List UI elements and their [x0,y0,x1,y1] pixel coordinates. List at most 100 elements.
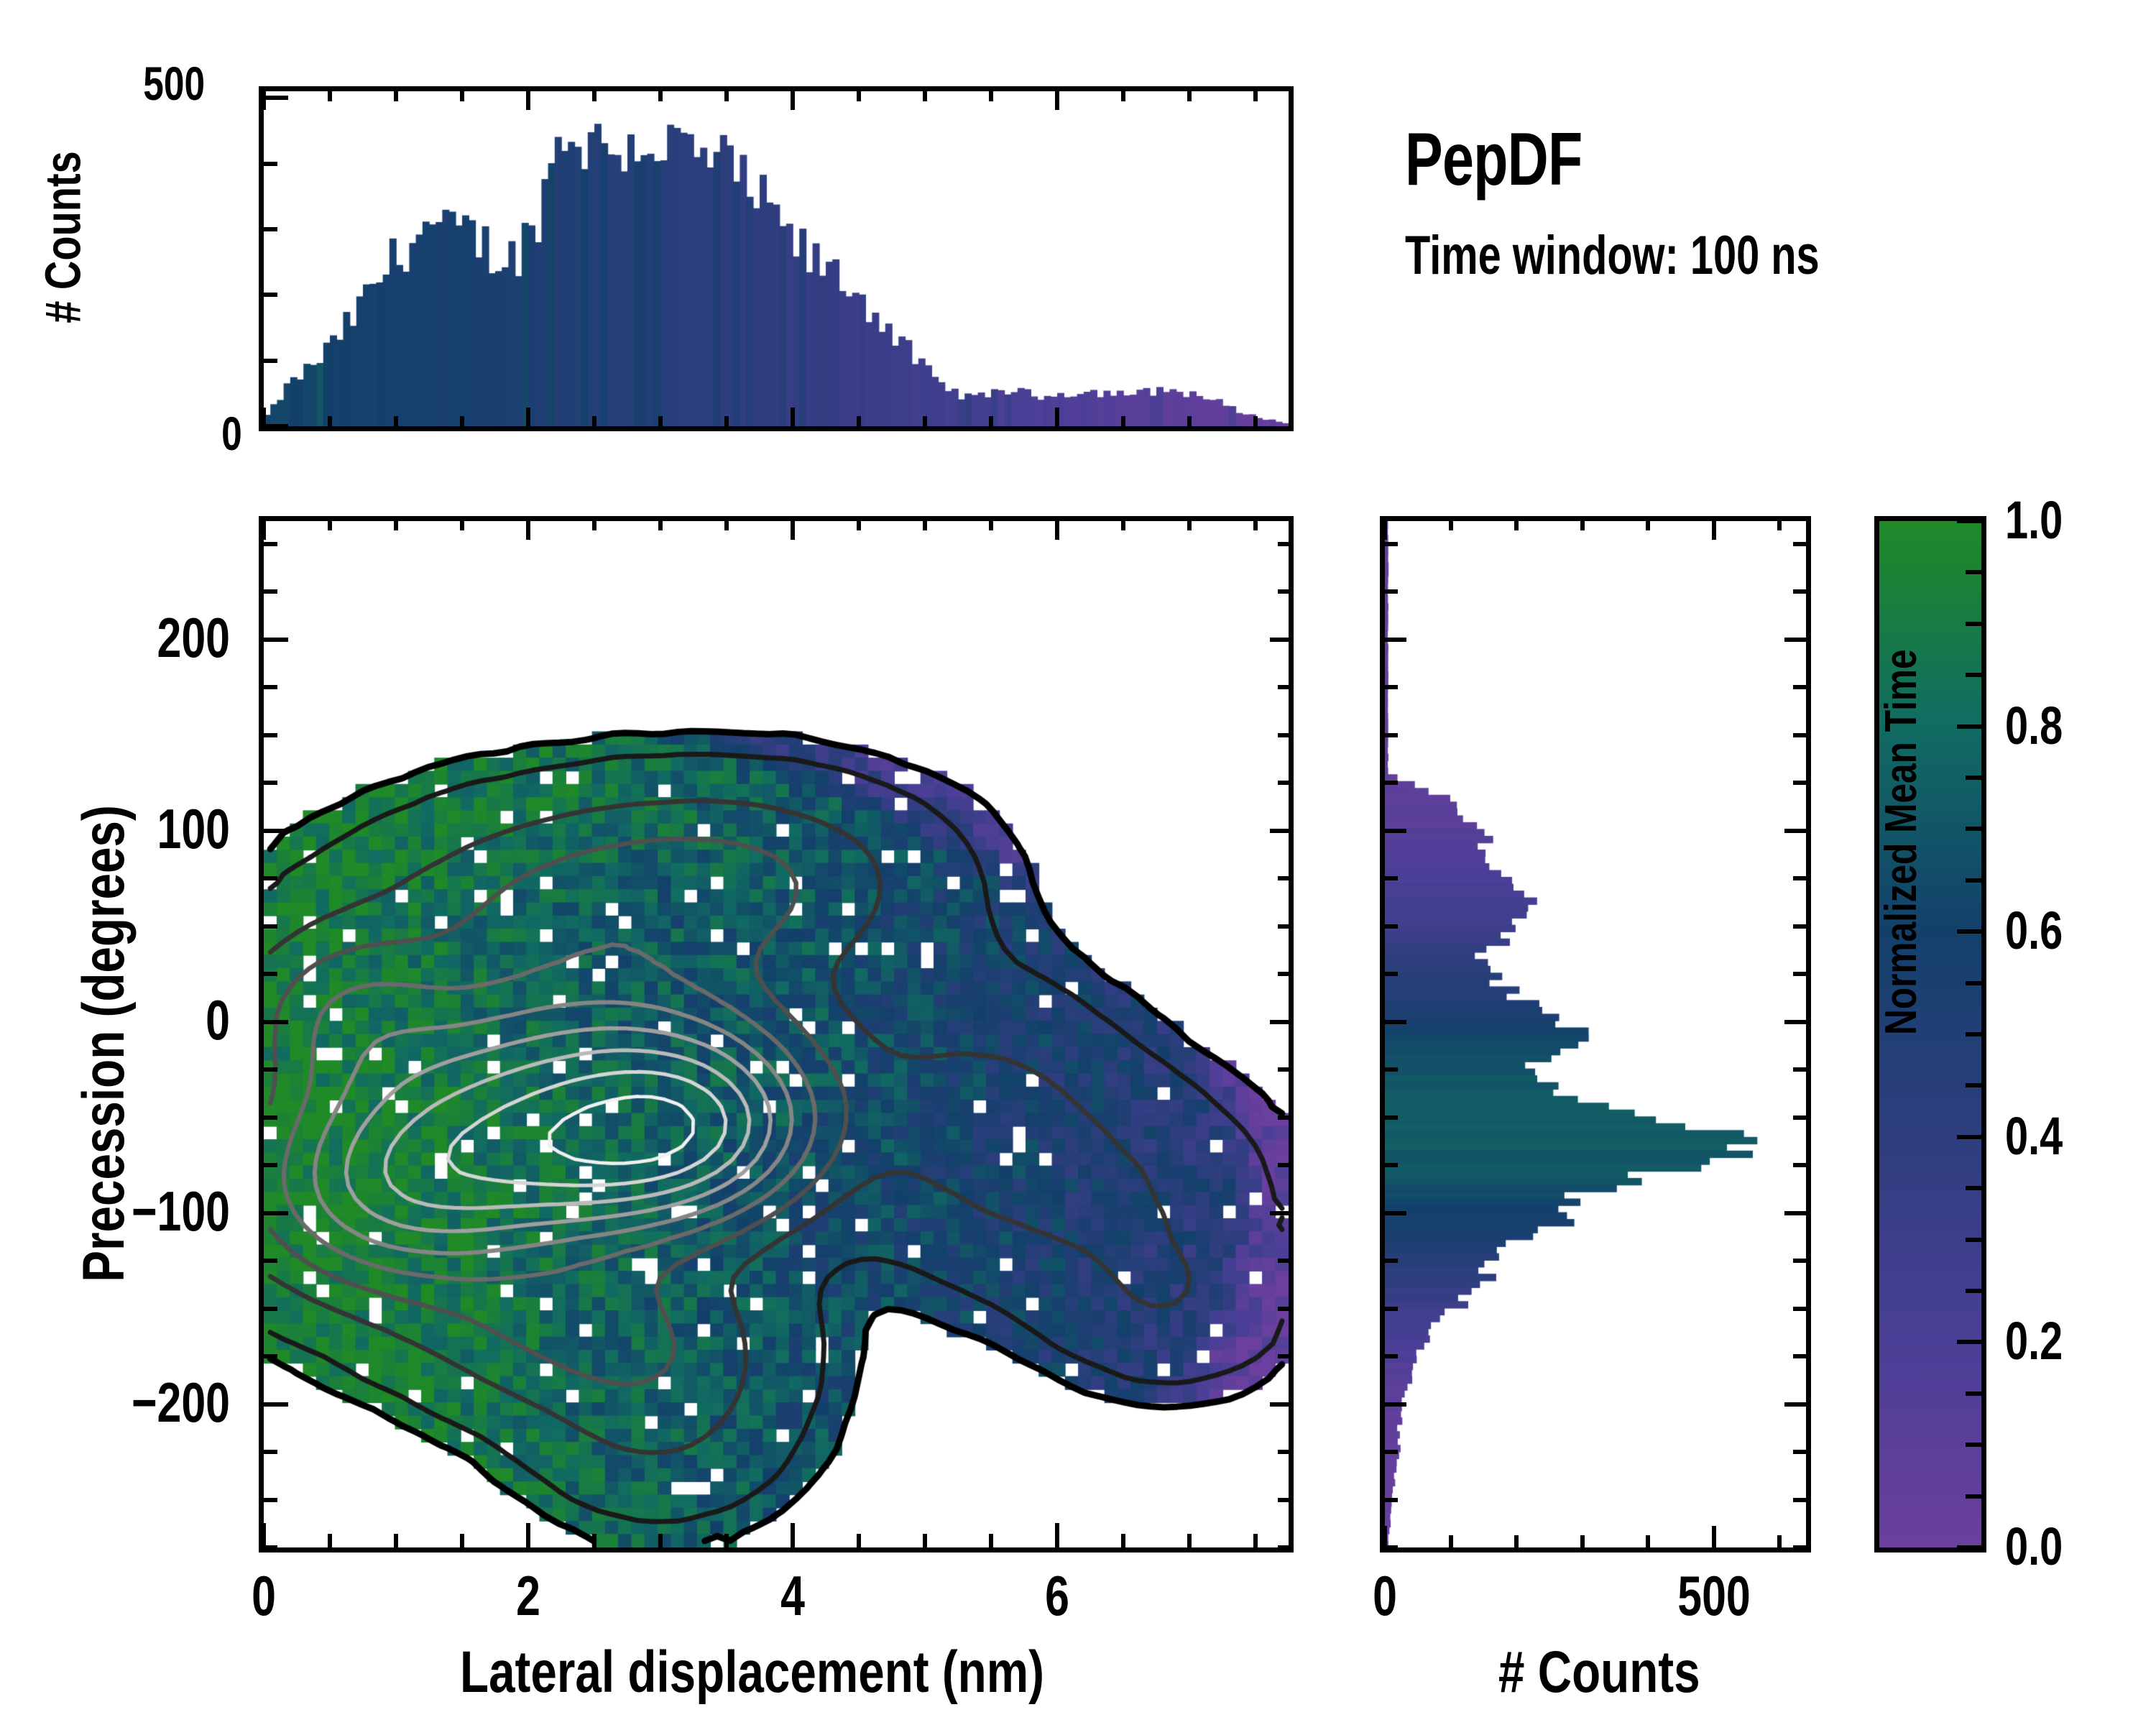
ytick-major-right [1784,828,1806,833]
cbar-tick-label: 0.4 [2005,1105,2063,1166]
ytick-major [264,1019,288,1024]
xtick-minor [592,1534,596,1547]
main-ytick-label: 100 [157,796,230,860]
xtick-minor-top [658,91,663,101]
ytick-minor [1385,732,1398,737]
ytick-minor [1385,972,1398,977]
ytick-minor-right [1793,589,1806,594]
xtick-minor-top [394,521,398,530]
cbar-tick-minor [1966,776,1981,780]
ytick-minor-right [1278,685,1289,690]
ytick-major [264,828,288,833]
ytick-minor [264,358,277,363]
ytick-minor [264,732,277,737]
ytick-major-right [1270,1210,1289,1215]
ytick-minor-right [1278,1306,1289,1311]
xtick-minor-top [1121,91,1125,101]
right-histogram-panel [1380,516,1811,1552]
cbar-tick-minor [1966,1391,1981,1396]
ytick-major-right [1784,1402,1806,1407]
xtick-major [262,1523,266,1547]
ytick-major-right [1270,828,1289,833]
ytick-minor-right [1278,1067,1289,1072]
xtick-major [1383,1526,1387,1547]
xtick-minor-top [658,521,663,530]
xtick-minor-top [724,91,729,101]
ytick-minor-right [1793,1306,1806,1311]
xtick-minor [592,416,596,426]
ytick-minor [1385,685,1398,690]
xtick-minor-top [923,521,927,530]
main-xtick-label: 6 [1045,1564,1069,1627]
cbar-tick-label: 0.8 [2005,695,2063,755]
ytick-minor-right [1793,685,1806,690]
xtick-minor-top [989,91,993,101]
xtick-minor [923,416,927,426]
ytick-minor-right [1278,1450,1289,1455]
cbar-tick-minor [1966,1443,1981,1448]
xtick-minor-top [328,521,332,530]
cbar-tick-major [1957,519,1981,523]
main-heatmap-canvas [264,521,1289,1547]
xtick-minor [724,416,729,426]
ytick-minor [264,541,277,546]
ytick-minor [264,1163,277,1168]
xtick-minor-top [1646,521,1651,530]
ytick-minor-right [1278,1497,1289,1502]
cbar-tick-minor [1966,1083,1981,1088]
ytick-major [264,1210,288,1215]
xtick-minor [1121,416,1125,426]
xtick-minor [857,1534,861,1547]
cbar-tick-minor [1966,1186,1981,1191]
ytick-minor [264,1259,277,1264]
xtick-minor [923,1534,927,1547]
cbar-tick-major [1957,724,1981,729]
ytick-minor-right [1278,1163,1289,1168]
cbar-tick-minor [1966,1494,1981,1499]
xtick-minor [460,1534,464,1547]
ytick-minor [264,293,277,298]
ytick-minor-right [1278,781,1289,786]
ytick-minor [264,1115,277,1120]
ytick-minor-right [1793,732,1806,737]
cbar-tick-minor [1966,621,1981,626]
right-xtick-label: 0 [1373,1564,1397,1627]
ytick-minor-right [1793,1545,1806,1550]
xtick-major-top [1055,521,1059,540]
cbar-tick-minor [1966,570,1981,575]
cbar-tick-major [1957,1340,1981,1345]
xtick-minor-top [592,521,596,530]
xtick-major-top [1055,91,1059,110]
ytick-major-right [1270,1019,1289,1024]
ytick-minor-right [1793,876,1806,881]
xtick-minor [328,1534,332,1547]
ytick-minor [264,1306,277,1311]
ytick-minor-right [1278,1259,1289,1264]
ytick-minor [264,1545,277,1550]
ytick-minor-right [1793,1354,1806,1359]
xtick-minor-top [1580,521,1585,530]
ytick-major-right [1784,1019,1806,1024]
ytick-major-right [1784,1210,1806,1215]
cbar-tick-minor [1966,1032,1981,1036]
main-ytick-label: 200 [157,605,230,669]
ytick-minor [264,924,277,929]
ytick-minor-right [1278,972,1289,977]
xtick-minor-top [857,91,861,101]
main-xtick-label: 0 [252,1564,276,1627]
ytick-minor [264,685,277,690]
xtick-major-top [262,91,266,110]
ytick-minor-right [1793,924,1806,929]
xtick-minor [1121,1534,1125,1547]
ytick-minor [1385,876,1398,881]
xtick-minor-top [394,91,398,101]
ytick-major-right [1270,637,1289,642]
xtick-minor-top [592,91,596,101]
ytick-minor [1385,1163,1398,1168]
xtick-minor-top [1187,521,1192,530]
ytick-minor-right [1278,541,1289,546]
right-histogram-canvas [1385,521,1806,1547]
xtick-major-top [1383,521,1387,540]
ytick-minor-right [1278,876,1289,881]
xtick-minor-top [1253,521,1258,530]
